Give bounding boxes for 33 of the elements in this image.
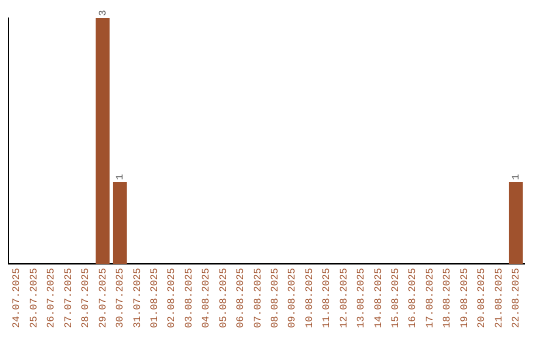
x-tick-label: 02.08.2025 [167, 268, 178, 328]
data-label: 1 [512, 174, 523, 180]
x-tick-label: 07.08.2025 [253, 268, 264, 328]
x-tick-label: 26.07.2025 [46, 268, 58, 328]
x-tick-label: 18.08.2025 [442, 268, 454, 328]
x-tick-label: 10.08.2025 [304, 268, 316, 328]
x-tick-label: 08.08.2025 [270, 268, 282, 328]
x-tick-label: 20.08.2025 [477, 268, 488, 328]
x-tick-label: 25.07.2025 [29, 268, 40, 328]
x-tick-label: 16.08.2025 [408, 268, 420, 328]
x-tick-label: 27.07.2025 [64, 268, 75, 328]
x-tick-label: 13.08.2025 [356, 268, 368, 328]
x-tick-label: 28.07.2025 [81, 268, 92, 328]
x-tick-label: 03.08.2025 [184, 268, 196, 328]
x-tick-label: 15.08.2025 [391, 268, 402, 328]
x-tick-label: 04.08.2025 [202, 268, 213, 328]
data-label: 3 [98, 10, 110, 16]
x-tick-label: 21.08.2025 [494, 268, 506, 328]
x-tick-label: 05.08.2025 [218, 268, 230, 328]
x-tick-label: 24.07.2025 [12, 268, 24, 328]
x-tick-label: 06.08.2025 [236, 268, 248, 328]
x-tick-label: 30.07.2025 [116, 268, 127, 328]
x-tick-label: 11.08.2025 [322, 268, 334, 328]
x-tick-label: 29.07.2025 [98, 268, 110, 328]
x-tick-label: 31.07.2025 [132, 268, 144, 328]
x-tick-label: 22.08.2025 [512, 268, 523, 328]
x-tick-label: 12.08.2025 [339, 268, 350, 328]
x-tick-label: 01.08.2025 [150, 268, 161, 328]
x-tick-label: 14.08.2025 [374, 268, 385, 328]
x-tick-label: 19.08.2025 [460, 268, 471, 328]
x-tick-label: 09.08.2025 [288, 268, 299, 328]
data-label: 1 [116, 174, 127, 180]
x-tick-label: 17.08.2025 [425, 268, 436, 328]
